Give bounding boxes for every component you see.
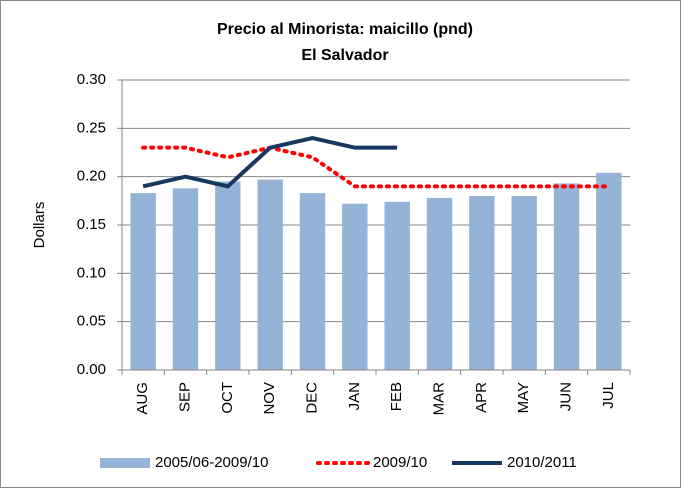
x-tick-label: NOV [261, 382, 278, 415]
y-tick-label: 0.00 [77, 361, 106, 378]
line [142, 135, 398, 189]
x-tick-label: APR [473, 382, 490, 413]
bar [342, 203, 368, 370]
y-axis-label: Dollars [31, 202, 48, 249]
y-tick-label: 0.05 [77, 313, 106, 330]
x-tick-label: OCT [219, 382, 236, 414]
y-tick-label: 0.10 [77, 264, 106, 281]
x-tick-label: AUG [134, 382, 151, 415]
x-tick-label: JUN [557, 382, 574, 411]
bar [215, 181, 241, 370]
y-tick-label: 0.20 [77, 168, 106, 185]
x-tick-label: DEC [303, 382, 320, 414]
x-tick-label: FEB [388, 382, 405, 411]
bar [172, 188, 199, 370]
x-tick-label: MAY [515, 382, 532, 413]
legend-swatch [100, 458, 150, 468]
legend-label: 2009/10 [373, 454, 427, 471]
bar [511, 196, 537, 370]
y-tick-label: 0.25 [77, 119, 106, 136]
bar [469, 196, 495, 370]
bar [426, 197, 453, 370]
x-tick-label: JUL [600, 382, 617, 409]
y-tick-label: 0.30 [77, 71, 106, 88]
legend-label: 2010/2011 [507, 454, 577, 471]
chart-subtitle: El Salvador [301, 47, 388, 64]
x-tick-label: SEP [176, 382, 193, 412]
bar [596, 172, 622, 370]
line [141, 145, 611, 189]
bar [257, 179, 283, 370]
bar [553, 183, 580, 370]
bar [299, 193, 326, 370]
y-tick-label: 0.15 [77, 216, 106, 233]
x-tick-label: MAR [430, 382, 447, 416]
chart-title: Precio al Minorista: maicillo (pnd) [217, 21, 473, 38]
bar [130, 193, 156, 370]
legend-label: 2005/06-2009/10 [155, 454, 268, 471]
x-tick-label: JAN [346, 382, 363, 410]
bar [384, 201, 410, 370]
